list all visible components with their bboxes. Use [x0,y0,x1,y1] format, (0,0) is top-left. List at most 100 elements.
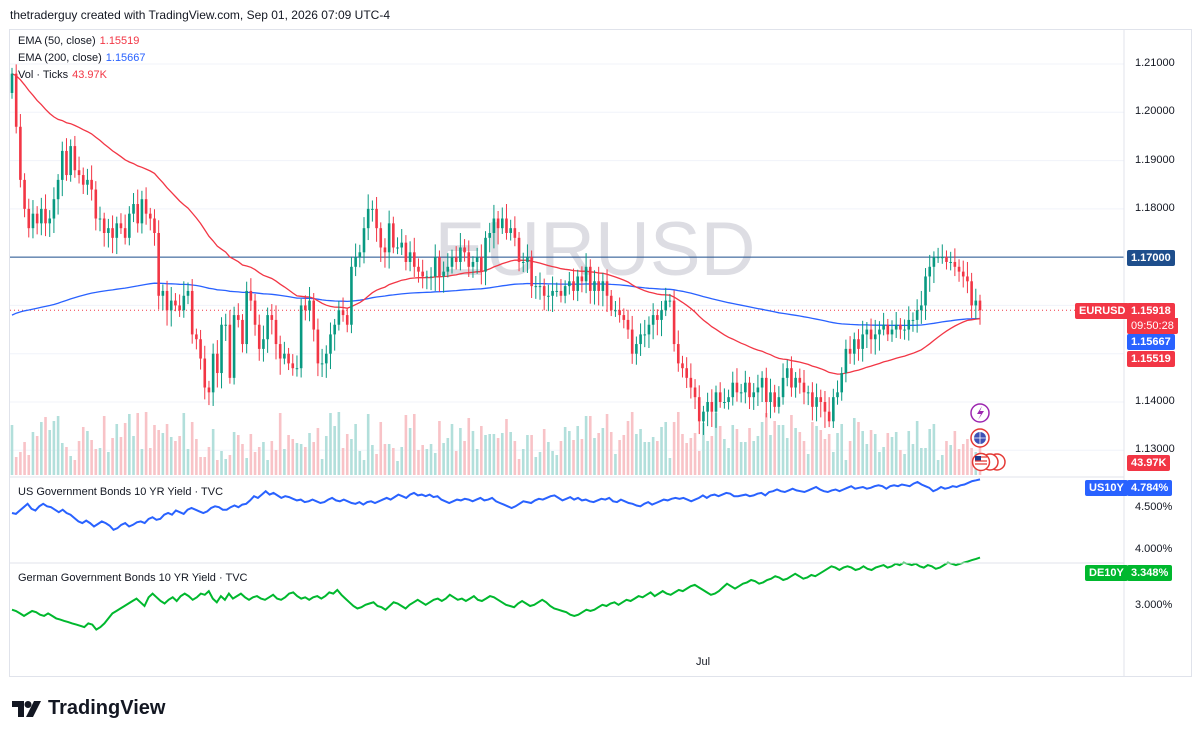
candle-214[interactable] [907,319,911,330]
candle-91[interactable] [392,223,395,248]
candle-72[interactable] [312,300,316,330]
candle-42[interactable] [186,290,190,296]
candle-203[interactable] [861,334,864,349]
candle-56[interactable] [245,290,248,345]
candle-11[interactable] [56,179,60,200]
candle-81[interactable] [350,266,353,325]
candle-108[interactable] [463,247,466,253]
candle-106[interactable] [454,257,458,262]
candle-227[interactable] [961,271,965,277]
candle-71[interactable] [308,300,311,311]
candle-112[interactable] [480,257,483,272]
candle-89[interactable] [383,247,387,253]
candle-171[interactable] [727,397,730,402]
candle-190[interactable] [806,392,810,394]
candle-68[interactable] [295,368,299,370]
candle-99[interactable] [425,276,429,278]
candle-86[interactable] [371,208,374,210]
candle-210[interactable] [890,329,894,335]
candle-3[interactable] [23,179,26,209]
candle-47[interactable] [207,387,211,393]
candle-185[interactable] [785,368,789,378]
candle-231[interactable] [978,300,982,311]
candle-169[interactable] [718,392,722,402]
candle-73[interactable] [316,329,320,364]
ema50-line[interactable] [11,73,981,375]
candle-220[interactable] [932,257,936,267]
candle-150[interactable] [639,334,642,345]
candle-181[interactable] [769,392,772,402]
candle-117[interactable] [500,218,504,229]
candle-24[interactable] [111,228,114,238]
candle-140[interactable] [597,281,600,291]
candle-90[interactable] [387,223,391,253]
candle-195[interactable] [827,411,831,422]
candle-209[interactable] [886,324,890,335]
candle-199[interactable] [844,348,848,374]
candle-177[interactable] [752,392,756,398]
candle-121[interactable] [517,237,521,262]
candle-123[interactable] [526,257,529,262]
candle-52[interactable] [228,324,232,378]
candle-16[interactable] [77,170,81,176]
candle-158[interactable] [672,300,676,345]
candle-191[interactable] [811,392,814,407]
candle-30[interactable] [136,204,140,224]
candle-70[interactable] [304,305,307,311]
candle-55[interactable] [241,319,244,345]
candle-0[interactable] [10,73,14,93]
candle-230[interactable] [974,300,978,306]
candle-135[interactable] [576,276,580,291]
candle-110[interactable] [471,261,475,267]
candle-25[interactable] [115,223,119,238]
candle-65[interactable] [283,353,286,359]
candle-83[interactable] [358,252,362,258]
candle-28[interactable] [128,213,131,238]
candle-201[interactable] [852,339,856,354]
candle-208[interactable] [882,324,885,330]
candle-163[interactable] [693,387,697,398]
candle-50[interactable] [220,324,223,374]
candle-32[interactable] [144,199,148,214]
candle-221[interactable] [936,257,940,259]
candle-93[interactable] [400,242,404,248]
candle-198[interactable] [840,373,844,393]
candle-15[interactable] [73,146,77,171]
candle-102[interactable] [438,257,441,277]
candle-66[interactable] [287,353,290,364]
candle-166[interactable] [706,402,709,412]
candle-138[interactable] [588,266,592,291]
candle-174[interactable] [739,392,743,394]
candle-228[interactable] [966,276,969,282]
candle-215[interactable] [911,319,915,321]
de10y-pane-title[interactable]: German Government Bonds 10 YR Yield · TV… [18,572,248,584]
candle-4[interactable] [27,208,31,229]
candle-157[interactable] [668,300,672,302]
candle-202[interactable] [857,339,860,349]
candle-61[interactable] [266,315,269,340]
candle-105[interactable] [450,257,454,267]
candle-78[interactable] [337,310,341,325]
candle-96[interactable] [412,252,416,267]
candle-196[interactable] [832,397,835,422]
candle-145[interactable] [618,310,621,316]
candle-229[interactable] [970,281,973,306]
candle-164[interactable] [697,397,701,422]
candle-119[interactable] [509,228,512,233]
candle-172[interactable] [731,382,735,398]
candle-10[interactable] [52,199,56,219]
candle-125[interactable] [534,286,538,288]
candle-67[interactable] [291,363,295,369]
candle-2[interactable] [19,126,22,180]
candle-219[interactable] [928,266,932,277]
candle-54[interactable] [236,315,240,320]
candle-57[interactable] [249,290,253,301]
candle-154[interactable] [656,315,659,320]
candle-39[interactable] [174,300,177,306]
candle-33[interactable] [148,213,152,219]
candle-87[interactable] [375,208,378,229]
candle-20[interactable] [94,189,98,219]
candle-18[interactable] [86,179,89,185]
candle-200[interactable] [848,348,852,354]
candle-76[interactable] [329,334,332,354]
